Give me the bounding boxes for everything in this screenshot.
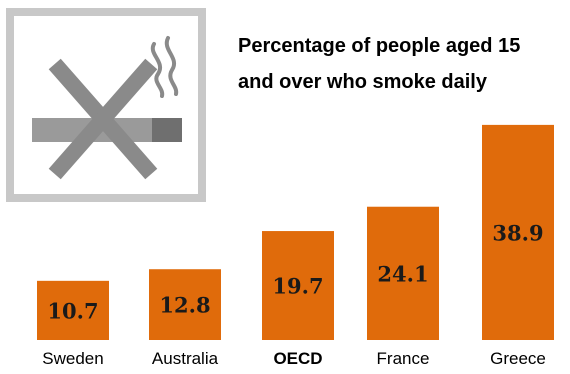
data-label-australia: 12.8	[159, 293, 210, 318]
data-label-oecd: 19.7	[272, 274, 323, 299]
data-label-greece: 38.9	[492, 220, 543, 245]
chart-title-line-1: Percentage of people aged 15	[238, 35, 521, 57]
bar-france	[367, 206, 439, 340]
category-label-sweden: Sweden	[42, 349, 103, 368]
category-label-france: France	[377, 349, 430, 368]
category-label-oecd: OECD	[273, 349, 322, 368]
bar-sweden	[37, 280, 109, 340]
data-label-sweden: 10.7	[47, 298, 98, 323]
category-label-greece: Greece	[490, 349, 546, 368]
chart-title: Percentage of people aged 15 and over wh…	[238, 28, 568, 100]
category-label-australia: Australia	[152, 349, 219, 368]
bar-oecd	[262, 231, 334, 340]
chart-title-line-2: and over who smoke daily	[238, 71, 487, 93]
data-label-france: 24.1	[377, 261, 428, 286]
bar-greece	[482, 124, 554, 341]
bar-australia	[149, 269, 221, 340]
no-smoking-icon	[6, 8, 206, 202]
